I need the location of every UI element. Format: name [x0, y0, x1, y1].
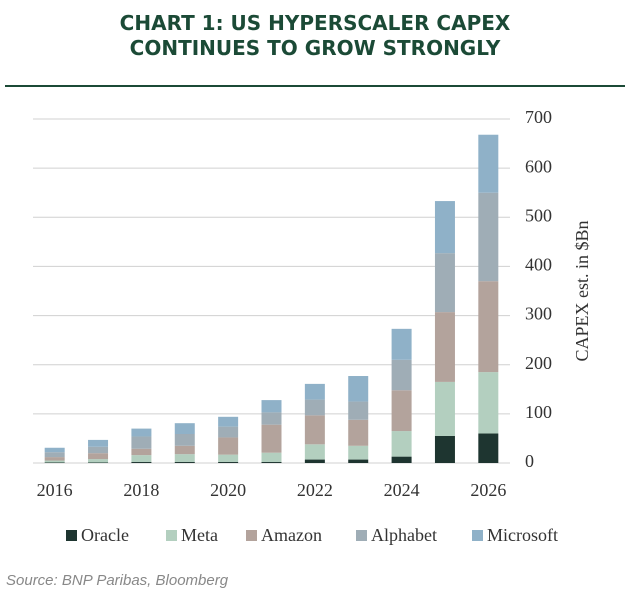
x-tick-label: 2024 [384, 480, 420, 500]
bar-segment [218, 462, 239, 463]
y-tick-label: 100 [525, 402, 552, 422]
bar-segment [261, 452, 282, 463]
bar-segment [391, 390, 412, 432]
bar-segment [478, 433, 499, 463]
bar-segment [434, 312, 455, 382]
legend-label: Microsoft [487, 525, 558, 545]
legend-label: Alphabet [371, 525, 437, 545]
x-tick-label: 2022 [297, 480, 333, 500]
y-tick-label: 0 [525, 451, 534, 471]
bar-segment [261, 424, 282, 453]
chart-title: CHART 1: US HYPERSCALER CAPEX [120, 11, 511, 35]
x-tick-label: 2018 [123, 480, 159, 500]
bar-segment [348, 419, 369, 446]
bar-segment [478, 134, 499, 193]
bar-segment [434, 435, 455, 463]
bar-segment [391, 359, 412, 391]
y-tick-label: 200 [525, 353, 552, 373]
bar-segment [88, 439, 109, 447]
bar-segment [218, 437, 239, 455]
bar-segment [174, 462, 195, 463]
bar-segment [88, 446, 109, 454]
bar-segment [348, 401, 369, 420]
legend-swatch [472, 530, 483, 541]
bar-segment [478, 372, 499, 434]
bar-segment [304, 415, 325, 445]
bar-segment [304, 444, 325, 460]
x-tick-label: 2026 [470, 480, 506, 500]
legend-label: Oracle [81, 525, 129, 545]
x-tick-label: 2020 [210, 480, 246, 500]
bar-segment [131, 428, 152, 437]
y-tick-label: 700 [525, 107, 552, 127]
y-tick-label: 500 [525, 205, 552, 225]
bar-segment [44, 447, 65, 453]
bar-segment [218, 454, 239, 463]
bar-segment [434, 201, 455, 254]
bar-segment [44, 460, 65, 463]
bar-segment [304, 459, 325, 463]
bar-segment [261, 400, 282, 413]
bar-segment [478, 192, 499, 282]
legend-swatch [166, 530, 177, 541]
bar-segment [391, 431, 412, 457]
bar-segment [434, 381, 455, 436]
bar-segment [131, 448, 152, 456]
bar-segment [174, 434, 195, 446]
bar-segment [218, 426, 239, 438]
bar-segment [304, 383, 325, 400]
bar-segment [478, 281, 499, 373]
bar-segment [261, 412, 282, 425]
bar-segment [304, 399, 325, 416]
y-axis-label: CAPEX est. in $Bn [572, 220, 592, 361]
bar-segment [88, 453, 109, 460]
bar-segment [348, 376, 369, 402]
bar-segment [131, 455, 152, 463]
bar-segment [348, 445, 369, 460]
bar-segment [434, 253, 455, 313]
bar-segment [131, 462, 152, 463]
y-tick-label: 600 [525, 156, 552, 176]
bar-segment [174, 445, 195, 455]
bar-segment [348, 459, 369, 463]
legend-swatch [246, 530, 257, 541]
x-tick-label: 2016 [37, 480, 73, 500]
bar-segment [261, 462, 282, 463]
bar-segment [44, 452, 65, 458]
bar-segment [88, 459, 109, 463]
legend-swatch [356, 530, 367, 541]
legend-swatch [66, 530, 77, 541]
bar-segment [174, 423, 195, 435]
source: Source: BNP Paribas, Bloomberg [6, 572, 229, 589]
legend-label: Meta [181, 525, 218, 545]
legend-label: Amazon [261, 525, 322, 545]
bar-segment [44, 457, 65, 461]
bar-segment [391, 456, 412, 463]
y-tick-label: 300 [525, 304, 552, 324]
bar-segment [174, 454, 195, 463]
bar-segment [131, 436, 152, 449]
chart-title: CONTINUES TO GROW STRONGLY [130, 36, 501, 60]
bar-segment [218, 416, 239, 427]
bar-segment [391, 328, 412, 360]
y-tick-label: 400 [525, 255, 552, 275]
